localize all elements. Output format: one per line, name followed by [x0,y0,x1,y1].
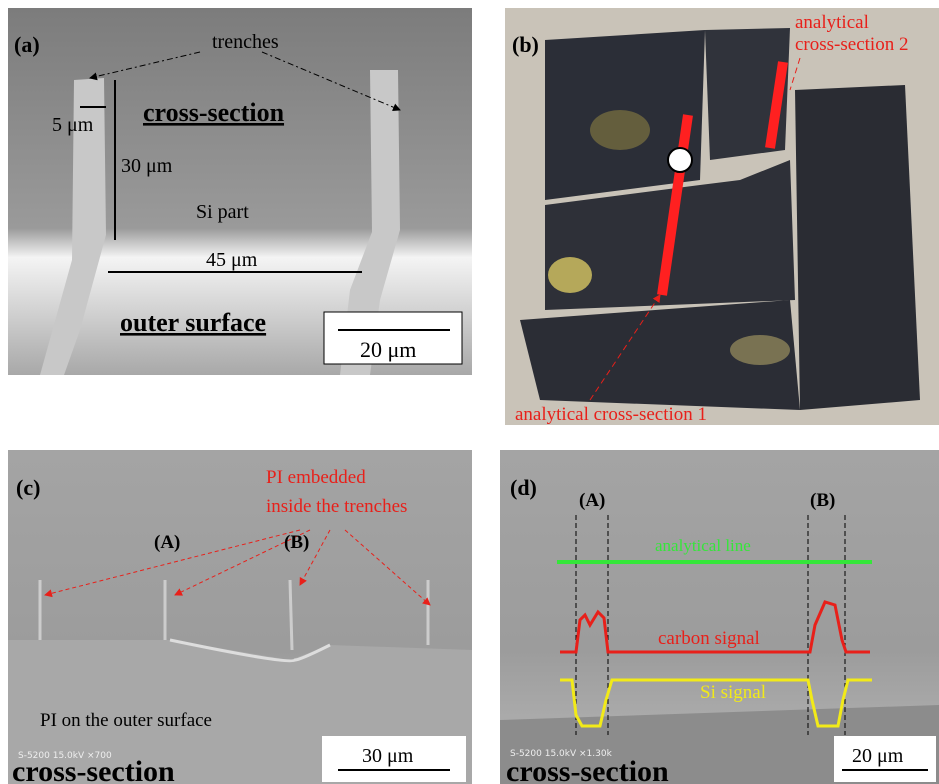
panel-c: (c) PI embedded inside the trenches (A) … [8,450,472,784]
annotation: outer surface [120,308,266,337]
annotation: 30 μm [121,155,173,177]
panel-label: (d) [510,475,537,500]
panel-label: (a) [14,32,40,57]
scale-label: 20 μm [360,337,416,362]
panel-b: (b) analytical cross-section 2 analytica… [505,8,939,425]
annotation: cross-section 2 [795,34,908,55]
annotation: PI on the outer surface [40,710,212,731]
annotation: (B) [810,490,835,511]
annotation: inside the trenches [266,496,407,517]
residue [730,335,790,365]
scale-label: 20 μm [852,745,904,767]
piece [795,85,920,410]
annotation: 5 μm [52,114,94,136]
panel-a: (a) trenches 5 μm cross-section 30 μm Si… [8,8,472,375]
residue [548,257,592,293]
annotation: (A) [154,532,180,553]
annotation: cross-section [12,755,175,784]
panel-d: (d) (A) (B) analytical line carbon signa… [500,450,939,784]
scale-label: 30 μm [362,745,414,767]
annotation: (A) [579,490,605,511]
annotation: PI embedded [266,467,366,488]
annotation: cross-section [143,98,285,127]
annotation: trenches [212,31,279,53]
annotation: cross-section [506,755,669,784]
annotation: Si signal [700,682,766,703]
annotation: carbon signal [658,628,760,649]
residue [590,110,650,150]
panel-label: (b) [512,32,539,57]
trench [290,580,292,650]
annotation: Si part [196,201,249,223]
marker [668,148,692,172]
annotation: analytical cross-section 1 [515,404,707,425]
annotation: 45 μm [206,249,258,271]
panel-label: (c) [16,475,40,500]
annotation: analytical line [655,536,751,555]
annotation: analytical [795,12,869,33]
figure: (a) trenches 5 μm cross-section 30 μm Si… [0,0,939,784]
annotation: (B) [284,532,309,553]
